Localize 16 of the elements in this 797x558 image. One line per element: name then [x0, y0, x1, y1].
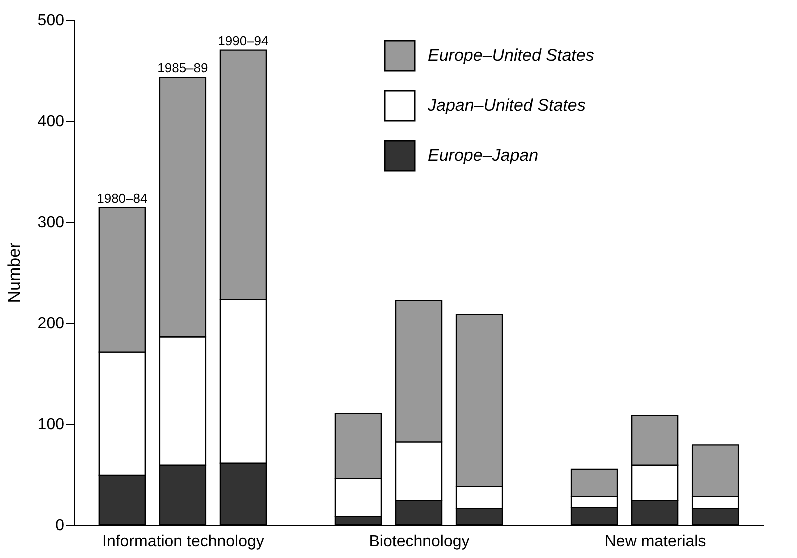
y-tick-label: 200: [38, 316, 65, 332]
legend-label: Europe–United States: [428, 46, 595, 65]
annotation: 1980–84: [97, 190, 148, 206]
y-tick-label: 400: [38, 114, 65, 130]
y-tick-label: 0: [56, 518, 65, 534]
y-tick-label: 100: [38, 416, 65, 434]
legend-label: Europe–Japan: [428, 146, 539, 165]
annotation: 1985–89: [158, 60, 208, 76]
x-tick-label: Biotechnology: [369, 534, 470, 550]
x-tick-label: New materials: [604, 534, 706, 550]
annotation: 1990–94: [218, 33, 269, 48]
y-axis-title: Number: [4, 242, 24, 304]
y-tick-label: 500: [38, 12, 65, 30]
legend-label: Japan–United States: [427, 96, 586, 115]
y-tick-label: 300: [38, 214, 65, 232]
x-tick-label: Information technology: [102, 534, 264, 550]
